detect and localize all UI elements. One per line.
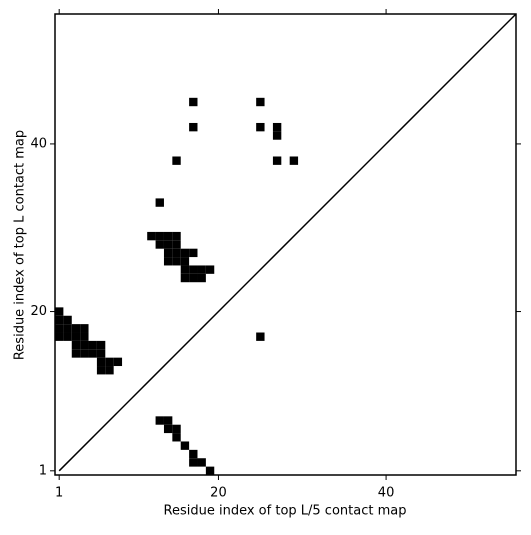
contact-cell	[172, 424, 181, 434]
x-tick-label: 20	[210, 486, 227, 501]
contact-cell	[88, 349, 97, 358]
contact-cell	[96, 340, 106, 350]
contact-cell	[256, 332, 265, 341]
contact-cell	[71, 340, 81, 350]
contact-cell	[96, 357, 106, 367]
contact-cell	[155, 416, 164, 425]
contact-cell	[172, 231, 181, 241]
contact-cell	[163, 240, 173, 249]
contact-cell	[180, 248, 190, 258]
diagonal	[58, 13, 517, 472]
contact-cell	[189, 122, 198, 132]
contact-cell	[205, 466, 215, 475]
contact-cell	[180, 441, 190, 450]
contact-cell	[80, 340, 89, 350]
contact-cell	[172, 433, 181, 442]
contact-cell	[189, 458, 198, 467]
contact-cell	[189, 273, 198, 283]
contact-cell	[155, 231, 164, 241]
contact-cell	[180, 273, 190, 283]
contact-cell	[55, 324, 64, 333]
contact-cell	[96, 366, 106, 375]
contact-cell	[71, 332, 81, 341]
contact-cell	[256, 97, 265, 107]
contact-cell	[105, 366, 114, 375]
contact-cell	[197, 273, 206, 283]
x-tick-label: 40	[378, 486, 395, 501]
contact-cell	[256, 122, 265, 132]
contact-cell	[155, 198, 164, 207]
contact-cell	[289, 156, 299, 165]
contact-cell	[80, 324, 89, 333]
contact-cell	[189, 248, 198, 258]
contact-cell	[172, 257, 181, 266]
y-tick-label: 1	[39, 463, 47, 478]
contact-cell	[147, 231, 156, 241]
contact-cell	[96, 349, 106, 358]
contact-cell	[172, 248, 181, 258]
contact-cell	[272, 156, 282, 165]
contact-cell	[163, 257, 173, 266]
y-axis-label: Residue index of top L contact map	[13, 130, 28, 360]
contact-cell	[55, 307, 64, 316]
x-axis-label: Residue index of top L/5 contact map	[164, 504, 407, 519]
contact-cell	[180, 257, 190, 266]
x-tick-label: 1	[55, 486, 63, 501]
contact-cell	[105, 357, 114, 367]
contact-cell	[163, 424, 173, 434]
contact-cell	[55, 332, 64, 341]
contact-cell	[197, 265, 206, 274]
contact-cell	[71, 324, 81, 333]
contact-cell	[189, 97, 198, 107]
contact-cell	[163, 416, 173, 425]
contact-cell	[172, 156, 181, 165]
contact-cell	[189, 265, 198, 274]
contact-cell	[63, 324, 72, 333]
contact-cell	[189, 449, 198, 459]
contact-cell	[80, 332, 89, 341]
contact-cell	[197, 458, 206, 467]
contact-cell	[55, 315, 64, 325]
contact-cell	[63, 315, 72, 325]
contact-cell	[113, 357, 123, 367]
contact-cell	[71, 349, 81, 358]
contact-cell	[80, 349, 89, 358]
plot-frame	[54, 13, 517, 476]
contact-cell	[88, 340, 97, 350]
contact-cell	[272, 122, 282, 132]
contact-cell	[63, 332, 72, 341]
contact-cell	[180, 265, 190, 274]
y-tick-label: 40	[30, 136, 47, 151]
contact-cell	[163, 231, 173, 241]
contact-cell	[155, 240, 164, 249]
contact-cell	[163, 248, 173, 258]
contact-cell	[272, 131, 282, 140]
contact-cell	[205, 265, 215, 274]
contact-cell	[172, 240, 181, 249]
y-tick-label: 20	[30, 304, 47, 319]
